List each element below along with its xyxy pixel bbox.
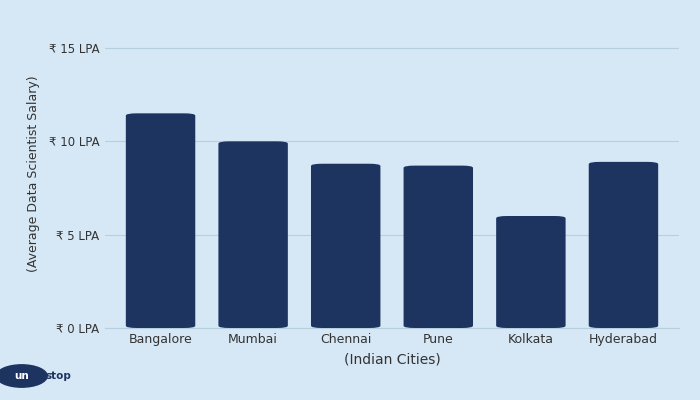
Y-axis label: (Average Data Scientist Salary): (Average Data Scientist Salary) [27,76,41,272]
Text: un: un [14,371,29,381]
Text: stop: stop [46,371,71,381]
Circle shape [0,365,47,387]
FancyBboxPatch shape [496,216,566,328]
X-axis label: (Indian Cities): (Indian Cities) [344,353,440,367]
FancyBboxPatch shape [404,166,473,328]
FancyBboxPatch shape [218,141,288,328]
FancyBboxPatch shape [126,113,195,328]
FancyBboxPatch shape [589,162,658,328]
FancyBboxPatch shape [311,164,380,328]
